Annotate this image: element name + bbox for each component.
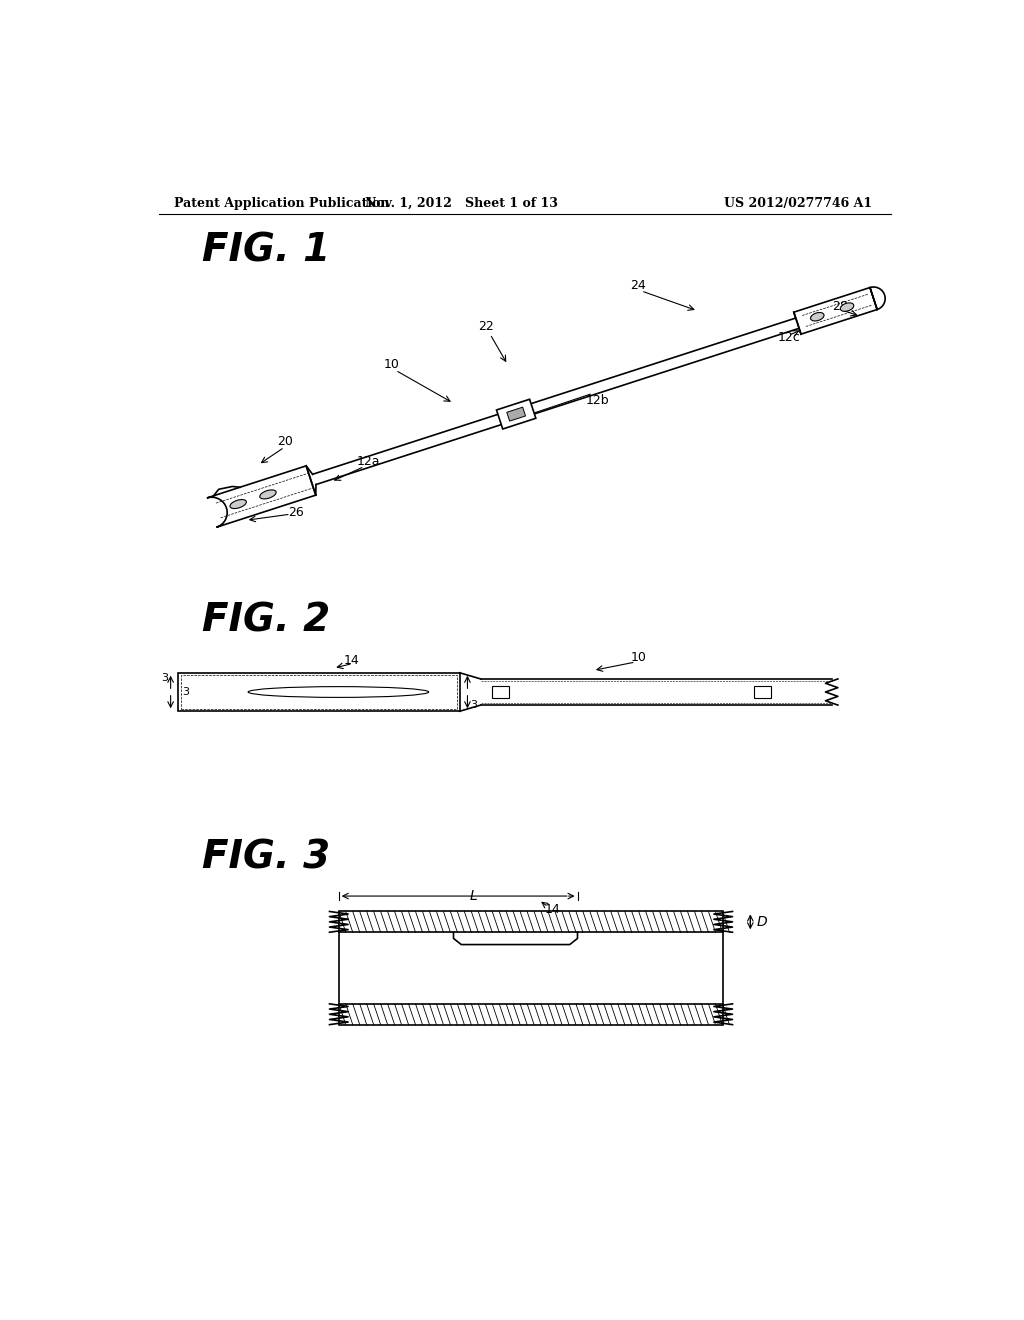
Ellipse shape (811, 313, 824, 321)
Text: L: L (470, 890, 477, 903)
Text: 28: 28 (831, 300, 848, 313)
Text: Nov. 1, 2012   Sheet 1 of 13: Nov. 1, 2012 Sheet 1 of 13 (365, 197, 558, 210)
Text: 14: 14 (544, 903, 560, 916)
Text: 10: 10 (384, 358, 399, 371)
Text: 12b: 12b (586, 395, 609, 408)
Text: 22: 22 (478, 319, 494, 333)
Bar (339, 911, 723, 932)
Bar (493, 686, 509, 698)
Ellipse shape (260, 490, 276, 499)
Text: D: D (757, 915, 767, 929)
Polygon shape (207, 466, 315, 527)
Text: 3: 3 (470, 700, 477, 710)
Text: 10: 10 (630, 651, 646, 664)
Text: 20: 20 (278, 436, 294, 449)
Polygon shape (794, 286, 885, 334)
Text: FIG. 2: FIG. 2 (202, 602, 330, 639)
Ellipse shape (230, 499, 247, 508)
Ellipse shape (248, 686, 429, 697)
Text: 24: 24 (630, 279, 646, 292)
Text: 26: 26 (289, 506, 304, 519)
Text: 3: 3 (161, 673, 168, 684)
Text: 12a: 12a (356, 454, 380, 467)
Bar (180, 675, 458, 709)
Text: 14: 14 (343, 653, 359, 667)
Text: FIG. 1: FIG. 1 (202, 232, 330, 269)
Text: FIG. 3: FIG. 3 (202, 838, 330, 876)
Text: 12c: 12c (777, 330, 800, 343)
Polygon shape (497, 399, 536, 429)
Text: 3: 3 (182, 686, 189, 697)
Polygon shape (507, 407, 525, 421)
Ellipse shape (841, 302, 854, 312)
Bar (178, 673, 460, 711)
Text: Patent Application Publication: Patent Application Publication (174, 197, 390, 210)
Bar (755, 686, 771, 698)
Bar (339, 1003, 723, 1024)
Text: US 2012/0277746 A1: US 2012/0277746 A1 (724, 197, 872, 210)
